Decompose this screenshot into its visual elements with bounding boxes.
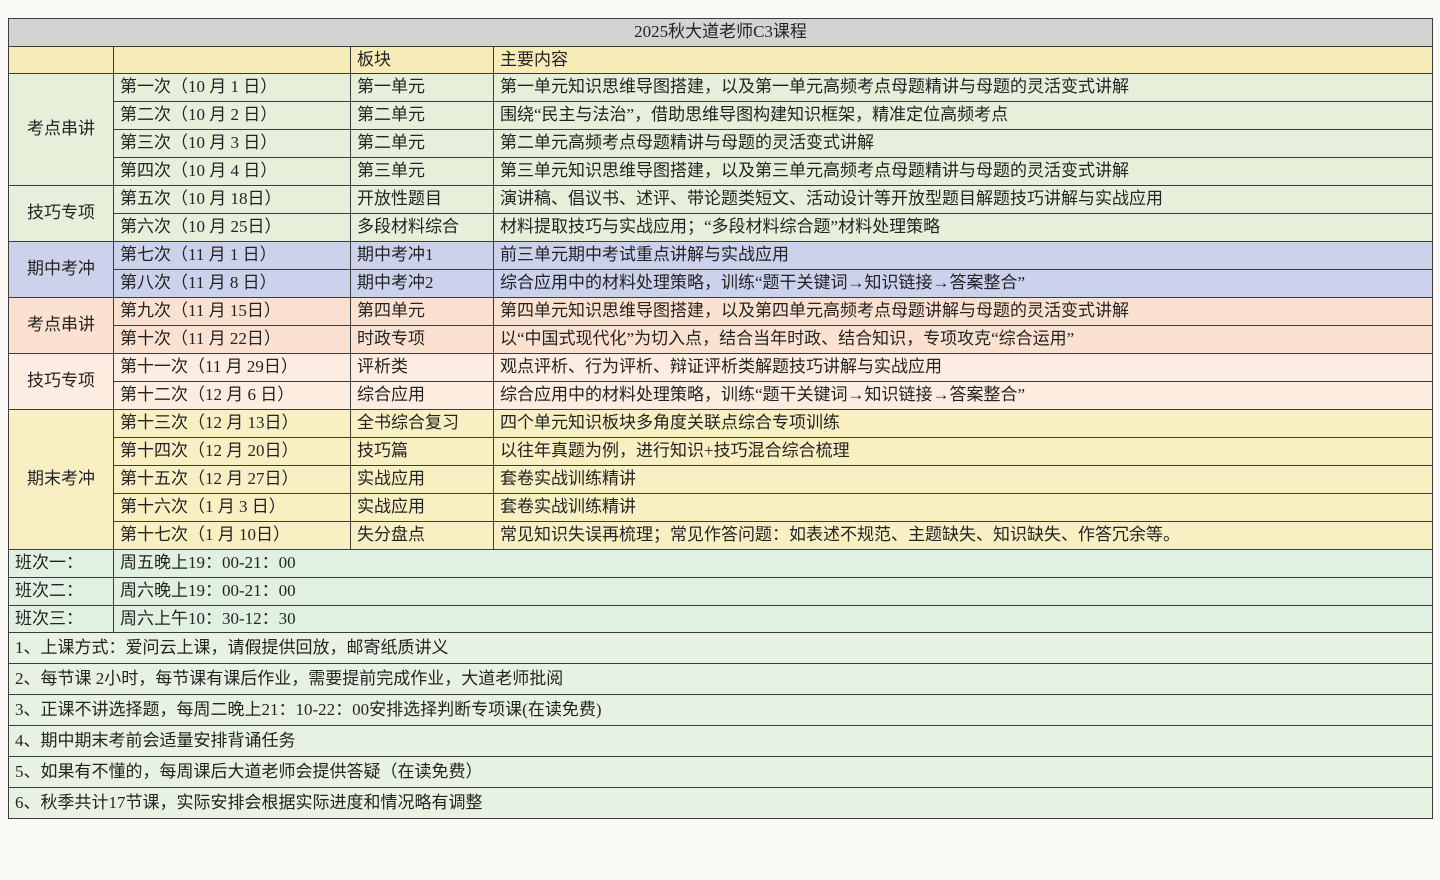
session-cell: 第十一次（11 月 29日）	[113, 353, 351, 383]
header-cell-content: 主要内容	[492, 45, 1434, 75]
group-label-cell: 考点串讲	[8, 297, 114, 355]
course-schedule-table: 2025秋大道老师C3课程 板块 主要内容 考点串讲 第一次（10 月 1 日） 第一单元…	[7, 18, 1434, 820]
group-label-cell: 考点串讲	[8, 73, 114, 187]
session-cell: 第十次（11 月 22日）	[113, 325, 351, 355]
note-cell: 2、每节课 2小时，每节课有课后作业，需要提前完成作业，大道老师批阅	[7, 663, 1434, 696]
schedule-label-cell: 班次三：	[8, 604, 114, 634]
session-cell: 第六次（10 月 25日）	[113, 213, 351, 243]
session-cell: 第十七次（1 月 10日）	[113, 521, 351, 551]
module-cell: 期中考冲2	[350, 269, 494, 299]
content-cell: 套卷实战训练精讲	[492, 465, 1434, 495]
session-cell: 第十六次（1 月 3 日）	[113, 493, 351, 523]
table-body: 2025秋大道老师C3课程 板块 主要内容 考点串讲 第一次（10 月 1 日） 第一单元…	[7, 18, 1434, 820]
schedule-label-cell: 班次二：	[8, 576, 114, 606]
content-cell: 前三单元期中考试重点讲解与实战应用	[492, 241, 1434, 271]
schedule-time-cell: 周六晚上19：00-21：00	[112, 576, 1434, 606]
header-cell-module: 板块	[350, 45, 494, 75]
module-cell: 第三单元	[350, 157, 494, 187]
content-cell: 套卷实战训练精讲	[492, 493, 1434, 523]
schedule-label-cell: 班次一：	[8, 549, 114, 578]
note-cell: 3、正课不讲选择题，每周二晚上21：10-22：00安排选择判断专项课(在读免费…	[7, 694, 1434, 727]
content-cell: 第二单元高频考点母题精讲与母题的灵活变式讲解	[492, 129, 1434, 159]
session-cell: 第十三次（12 月 13日）	[113, 409, 351, 439]
module-cell: 评析类	[350, 353, 494, 383]
module-cell: 时政专项	[350, 325, 494, 355]
session-cell: 第八次（11 月 8 日）	[113, 269, 351, 299]
content-cell: 以“中国式现代化”为切入点，结合当年时政、结合知识，专项攻克“综合运用”	[492, 325, 1434, 355]
content-cell: 四个单元知识板块多角度关联点综合专项训练	[492, 409, 1434, 439]
module-cell: 第一单元	[350, 73, 494, 103]
content-cell: 第一单元知识思维导图搭建，以及第一单元高频考点母题精讲与母题的灵活变式讲解	[492, 73, 1434, 103]
group-label-cell: 期中考冲	[8, 241, 114, 299]
session-cell: 第十五次（12 月 27日）	[113, 465, 351, 495]
module-cell: 第二单元	[350, 101, 494, 131]
module-cell: 多段材料综合	[350, 213, 494, 243]
module-cell: 开放性题目	[350, 185, 494, 215]
schedule-time-cell: 周六上午10：30-12：30	[112, 604, 1434, 634]
content-cell: 综合应用中的材料处理策略，训练“题干关键词→知识链接→答案整合”	[492, 269, 1434, 299]
module-cell: 实战应用	[350, 465, 494, 495]
content-cell: 材料提取技巧与实战应用；“多段材料综合题”材料处理策略	[492, 213, 1434, 243]
session-cell: 第三次（10 月 3 日）	[113, 129, 351, 159]
session-cell: 第九次（11 月 15日）	[113, 297, 351, 327]
session-cell: 第四次（10 月 4 日）	[113, 157, 351, 187]
module-cell: 第二单元	[350, 129, 494, 159]
content-cell: 第三单元知识思维导图搭建，以及第三单元高频考点母题精讲与母题的灵活变式讲解	[492, 157, 1434, 187]
note-cell: 1、上课方式：爱问云上课，请假提供回放，邮寄纸质讲义	[7, 632, 1434, 665]
content-cell: 演讲稿、倡议书、述评、带论题类短文、活动设计等开放型题目解题技巧讲解与实战应用	[492, 185, 1434, 215]
module-cell: 技巧篇	[350, 437, 494, 467]
content-cell: 常见知识失误再梳理；常见作答问题：如表述不规范、主题缺失、知识缺失、作答冗余等。	[492, 521, 1434, 551]
session-cell: 第十四次（12 月 20日）	[113, 437, 351, 467]
content-cell: 围绕“民主与法治”，借助思维导图构建知识框架，精准定位高频考点	[492, 101, 1434, 131]
module-cell: 全书综合复习	[350, 409, 494, 439]
table-title: 2025秋大道老师C3课程	[7, 18, 1434, 47]
module-cell: 第四单元	[350, 297, 494, 327]
session-cell: 第一次（10 月 1 日）	[113, 73, 351, 103]
session-cell: 第七次（11 月 1 日）	[113, 241, 351, 271]
session-cell: 第十二次（12 月 6 日）	[113, 381, 351, 411]
note-cell: 4、期中期末考前会适量安排背诵任务	[7, 725, 1434, 758]
module-cell: 实战应用	[350, 493, 494, 523]
session-cell: 第二次（10 月 2 日）	[113, 101, 351, 131]
group-label-cell: 技巧专项	[8, 353, 114, 411]
session-cell: 第五次（10 月 18日）	[113, 185, 351, 215]
module-cell: 失分盘点	[350, 521, 494, 551]
content-cell: 第四单元知识思维导图搭建，以及第四单元高频考点母题讲解与母题的灵活变式讲解	[492, 297, 1434, 327]
content-cell: 以往年真题为例，进行知识+技巧混合综合梳理	[492, 437, 1434, 467]
schedule-time-cell: 周五晚上19：00-21：00	[112, 549, 1434, 578]
note-cell: 5、如果有不懂的，每周课后大道老师会提供答疑（在读免费）	[7, 756, 1434, 789]
header-cell-empty-group	[8, 45, 114, 75]
group-label-cell: 期末考冲	[8, 409, 114, 551]
note-cell: 6、秋季共计17节课，实际安排会根据实际进度和情况略有调整	[7, 787, 1434, 820]
header-cell-empty-session	[113, 45, 351, 75]
group-label-cell: 技巧专项	[8, 185, 114, 243]
content-cell: 综合应用中的材料处理策略，训练“题干关键词→知识链接→答案整合”	[492, 381, 1434, 411]
content-cell: 观点评析、行为评析、辩证评析类解题技巧讲解与实战应用	[492, 353, 1434, 383]
module-cell: 综合应用	[350, 381, 494, 411]
module-cell: 期中考冲1	[350, 241, 494, 271]
